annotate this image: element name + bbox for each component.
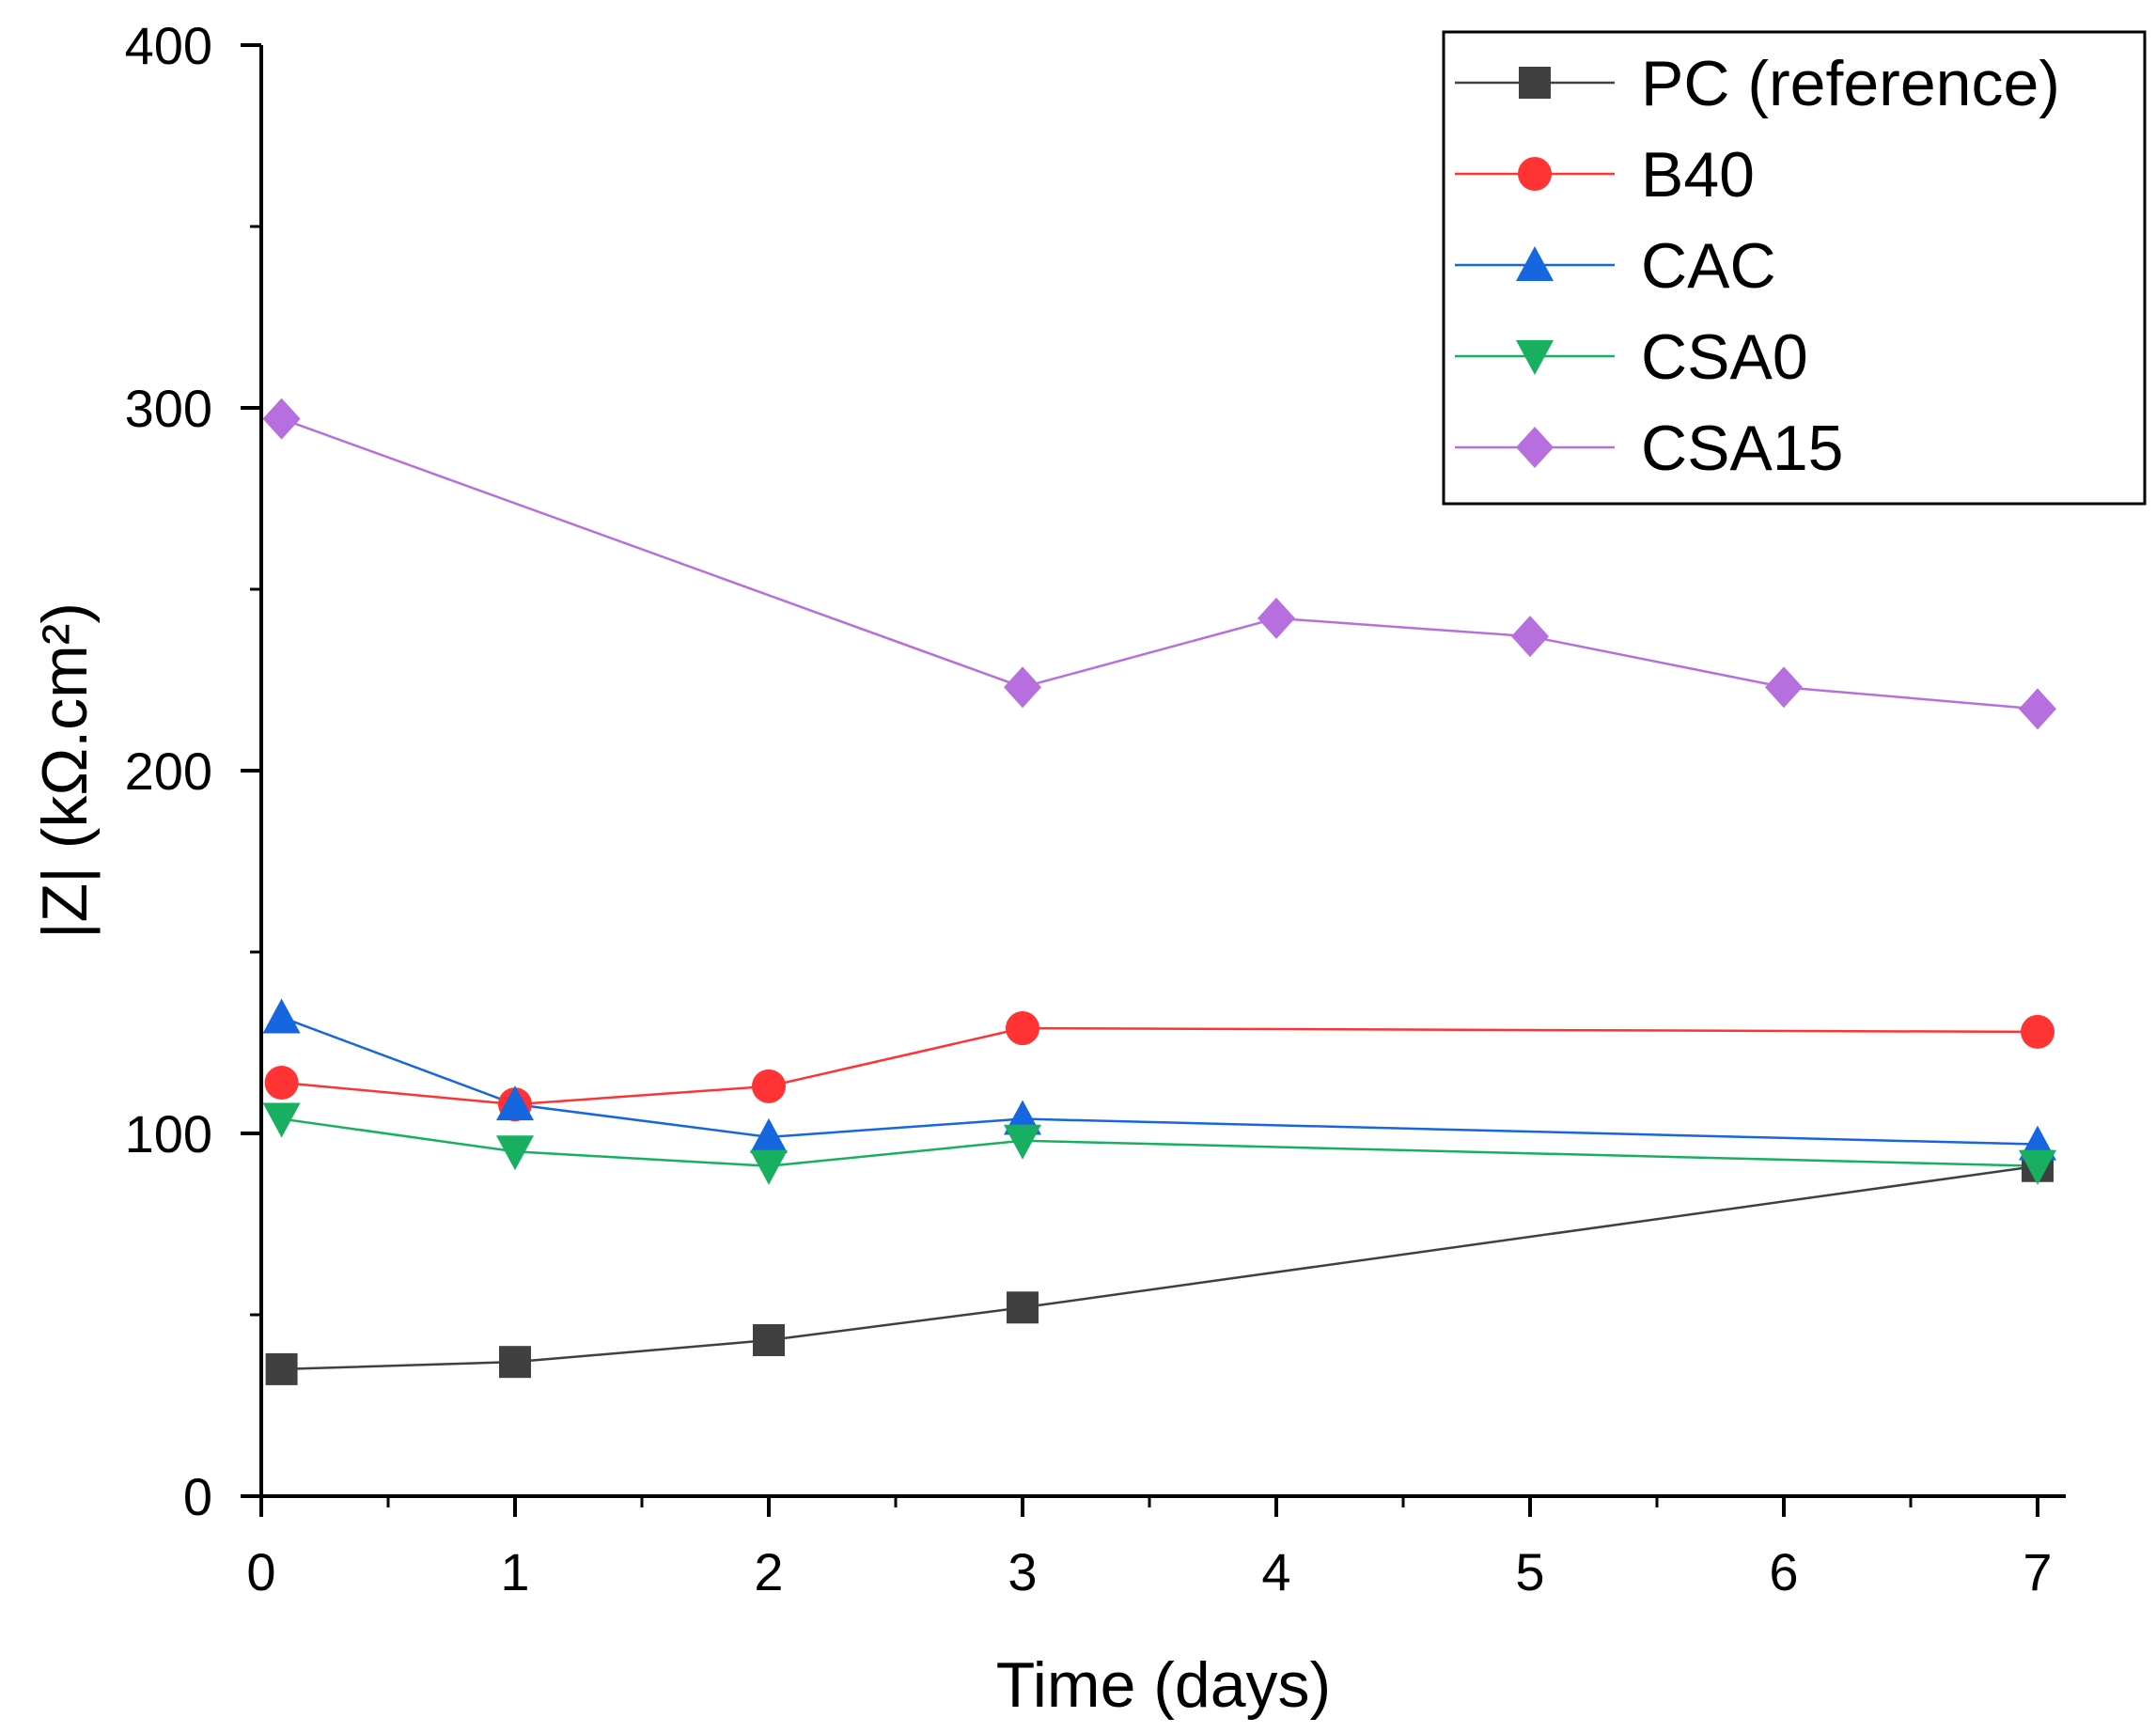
legend-marker [1519, 67, 1551, 99]
data-point [265, 1352, 298, 1385]
data-point [1765, 666, 1803, 709]
y-axis-title: |Z| (kΩ.cm²) [29, 602, 101, 939]
data-point [499, 1346, 531, 1379]
series-line-1 [281, 1026, 2039, 1106]
legend-label: PC (reference) [1641, 48, 2060, 119]
series-lines [281, 417, 2039, 1371]
series-markers [262, 398, 2056, 1385]
x-tick-label: 4 [1261, 1542, 1290, 1601]
data-point [1007, 1291, 1039, 1324]
data-point [2019, 1149, 2056, 1185]
data-point [1511, 616, 1549, 658]
x-axis-title: Time (days) [996, 1649, 1331, 1721]
legend: PC (reference) B40 CAC CSA0 CSA15 [1442, 30, 2147, 506]
data-point [750, 1149, 788, 1185]
legend-label: CSA0 [1641, 321, 1808, 393]
data-point [753, 1324, 785, 1357]
legend-label: CSA15 [1641, 413, 1843, 484]
legend-box [1442, 30, 2147, 506]
data-point [262, 998, 301, 1034]
data-point [750, 1117, 788, 1153]
y-tick-label: 300 [125, 379, 212, 438]
data-point [1258, 597, 1295, 639]
data-point [752, 1069, 786, 1103]
legend-marker [1516, 246, 1554, 281]
y-tick-label: 200 [125, 742, 212, 801]
x-tick-label: 6 [1769, 1542, 1798, 1601]
data-point [1004, 666, 1041, 709]
data-point [262, 398, 301, 440]
x-tick-label: 5 [1515, 1542, 1544, 1601]
data-point [262, 1102, 301, 1138]
data-point [1006, 1011, 1039, 1046]
data-point [1004, 1124, 1041, 1160]
data-point [264, 1065, 299, 1100]
x-ticks: 0 1 2 3 4 5 6 7 [246, 1496, 2053, 1601]
series-line-4 [281, 417, 2039, 710]
series-line-3 [281, 1117, 2039, 1167]
x-tick-label: 1 [500, 1542, 529, 1601]
legend-marker [1518, 157, 1552, 191]
legend-marker [1516, 427, 1554, 468]
data-point [2019, 688, 2056, 730]
data-point [496, 1135, 534, 1171]
series-line-0 [281, 1164, 2039, 1371]
y-ticks: 0 100 200 300 400 [125, 16, 261, 1526]
legend-marker [1516, 340, 1554, 375]
data-point [496, 1085, 534, 1121]
series-line-2 [281, 1016, 2039, 1146]
y-tick-label: 100 [125, 1104, 212, 1163]
x-tick-label: 0 [246, 1542, 275, 1601]
y-tick-label: 0 [183, 1467, 212, 1526]
x-tick-label: 2 [754, 1542, 783, 1601]
x-tick-label: 3 [1008, 1542, 1037, 1601]
legend-label: B40 [1641, 139, 1755, 211]
legend-label: CAC [1641, 230, 1776, 302]
data-point [2021, 1014, 2054, 1049]
x-tick-label: 7 [2023, 1542, 2052, 1601]
legend-items: PC (reference) B40 CAC CSA0 CSA15 [1455, 48, 2060, 484]
y-tick-label: 400 [125, 16, 212, 75]
